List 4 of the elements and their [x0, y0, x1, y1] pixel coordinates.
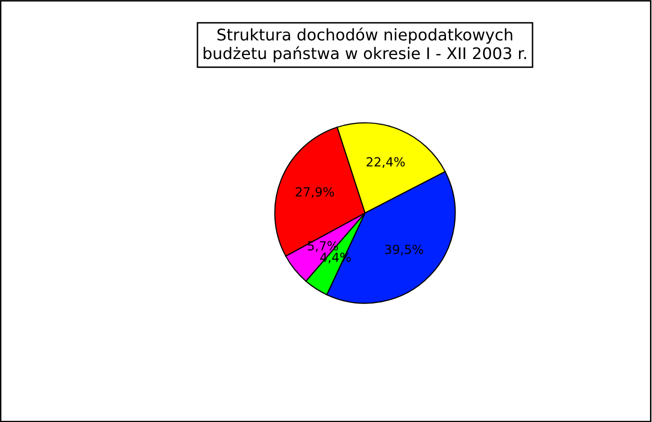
data-label: 39,5% [385, 244, 424, 256]
chart-title: Struktura dochodów niepodatkowych budżetu państwa w okresie I - XII 2003 r. [204, 28, 526, 62]
data-label: 27,9% [296, 187, 334, 198]
data-label: 22,4% [366, 157, 405, 168]
